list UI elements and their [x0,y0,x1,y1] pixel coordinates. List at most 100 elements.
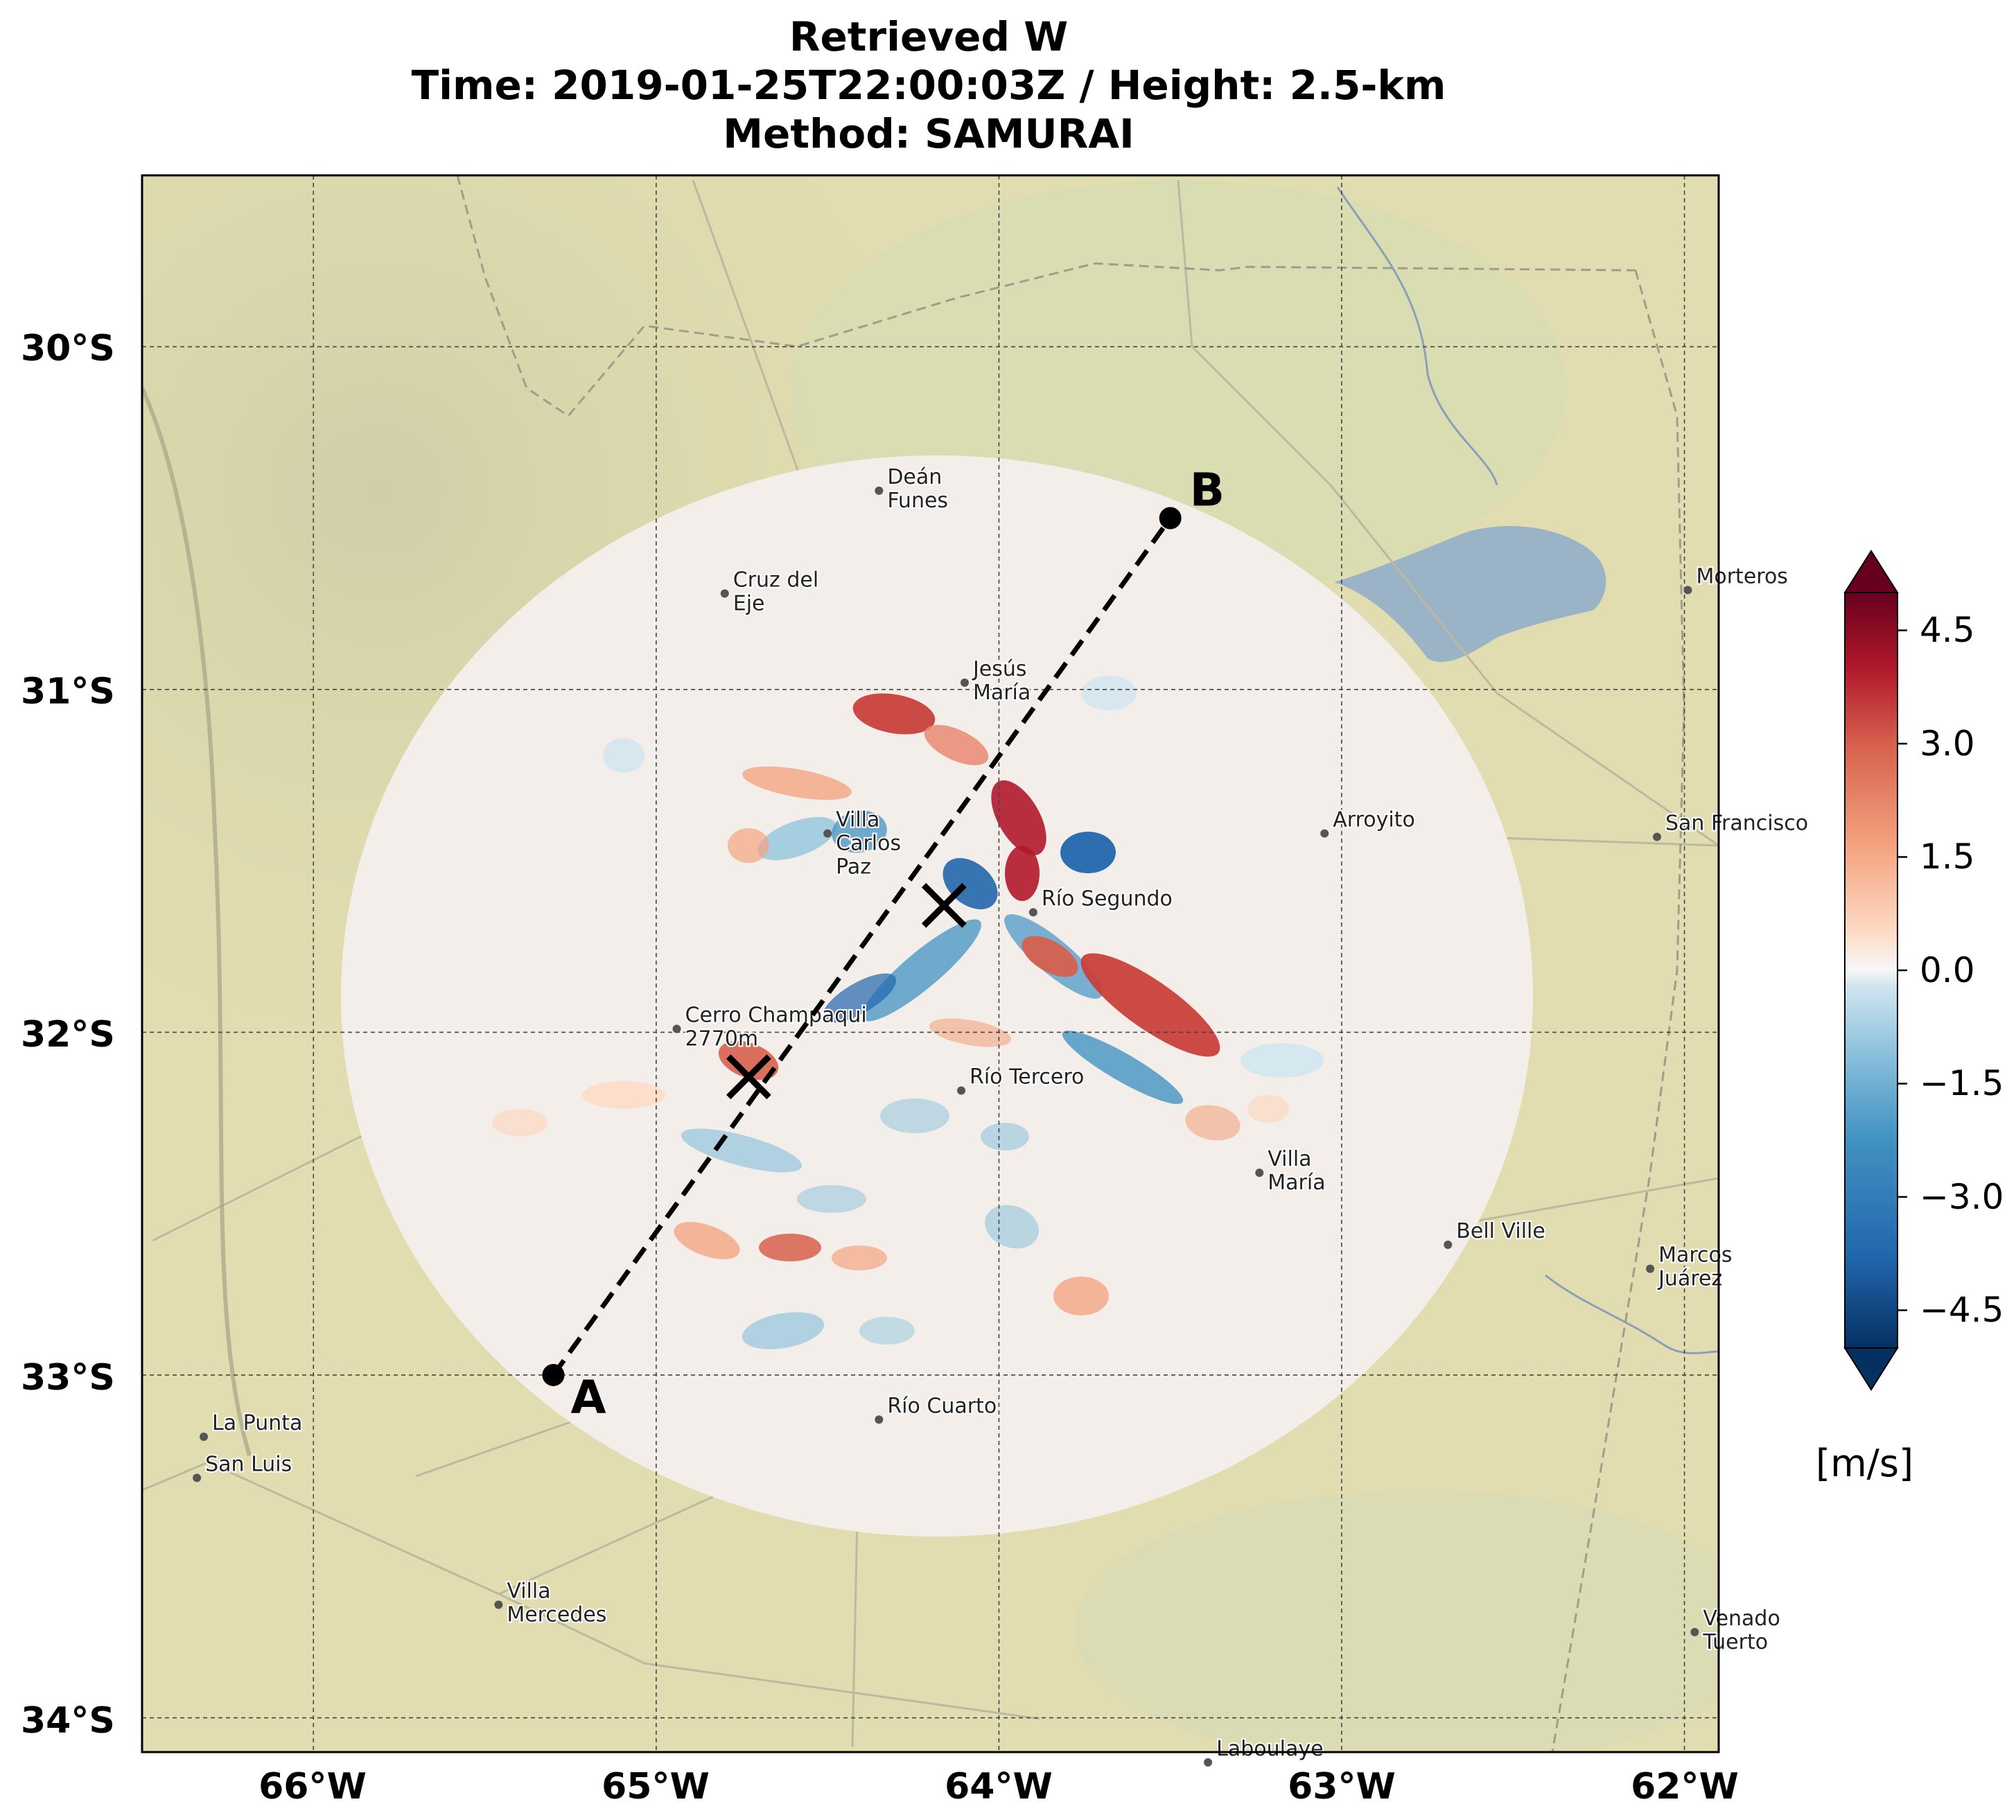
lat-label-33s: 33°S [21,1357,115,1399]
province-borders [456,175,1685,1752]
w-cell [759,1234,821,1261]
w-cell [582,1081,665,1109]
place-label: Deán Funes [875,464,949,514]
w-field [341,455,1533,1537]
w-cell [924,724,989,766]
w-cell [1022,936,1078,977]
place-name: San Luis [205,1452,292,1476]
place-dot [1028,908,1037,917]
transect-start-label: A [570,1371,606,1424]
gridlines [142,175,1719,1752]
w-cell [757,816,837,861]
place-label: Villa Carlos Paz [823,807,902,881]
place-dot [875,1415,884,1424]
place-label: Arroyito [1320,807,1417,838]
lat-label-34s: 34°S [21,1700,115,1742]
colorbar-label-neg-4-5: −4.5 [1920,1290,2004,1330]
mar-chiquita-lake [1334,525,1606,663]
place-label: La Punta [200,1410,304,1441]
place-name: Río Segundo [1042,886,1173,911]
place-name: Laboulaye [1216,1737,1323,1761]
w-cell [852,693,936,735]
place-dot [720,589,729,598]
w-cell [859,1317,915,1345]
place-label: Laboulaye [1204,1735,1325,1767]
w-cell [981,1123,1029,1150]
place-dot [672,1024,681,1033]
w-cell [1005,846,1040,901]
place-dot [1646,1264,1655,1273]
title-line-3: Method: SAMURAI [723,110,1134,157]
place-label: Bell Ville [1444,1218,1547,1250]
w-field-domain [341,455,1533,1537]
place-name: Cruz del Eje [733,568,818,615]
colorbar-ticks [1897,629,1907,1311]
w-cell [681,1128,803,1173]
lon-label-65w: 65°W [602,1766,710,1808]
w-cell [603,738,645,773]
place-dot [957,1086,966,1095]
w-cell [832,1245,887,1270]
place-dot [193,1473,202,1482]
place-dot [960,678,969,687]
place-name: Arroyito [1333,808,1415,832]
place-name: Morteros [1696,564,1787,588]
place-name: San Francisco [1665,812,1808,836]
lon-label-63w: 63°W [1288,1766,1396,1808]
w-cell [742,1312,825,1349]
place-dot [1320,829,1329,838]
place-name: Venado Tuerto [1702,1607,1780,1654]
lon-label-62w: 62°W [1631,1766,1739,1808]
w-cell [822,973,897,1023]
title-line-1: Retrieved W [789,13,1069,60]
w-cell [742,766,852,800]
map-frame [141,174,1720,1753]
place-label: Jesús María [960,656,1032,706]
lat-label-31s: 31°S [21,671,115,712]
place-name: Cerro Champaqui 2770m [685,1003,867,1051]
lon-label-64w: 64°W [945,1766,1053,1808]
place-label: Cerro Champaqui 2770m [672,1001,868,1052]
place-dot [823,829,832,838]
place-name: Villa Mercedes [507,1579,606,1627]
place-name: La Punta [212,1411,302,1435]
w-cell [832,810,887,853]
place-label: Cruz del Eje [720,566,820,617]
place-dot [1683,586,1692,595]
transect-overlay: AB [542,464,1225,1424]
w-cell [728,828,769,863]
place-dot [1255,1169,1264,1178]
place-dot [875,487,884,495]
w-cell [1081,676,1137,710]
w-cell [674,1222,740,1259]
w-cell [1185,1105,1241,1141]
chart-title: Retrieved W Time: 2019-01-25T22:00:03Z /… [0,12,1857,158]
x-marker [921,883,967,928]
w-cell [1060,832,1116,873]
transect-line [551,516,1173,1377]
place-label: San Francisco [1652,810,1809,841]
place-dot [1652,832,1661,841]
place-name: Río Tercero [970,1065,1084,1089]
colorbar-extend-max [1843,550,1899,593]
place-name: Jesús María [972,657,1031,705]
transect-start-point [542,1363,565,1386]
colorbar-body [1844,592,1898,1349]
w-cell [1080,953,1220,1057]
place-label: San Luis [193,1451,293,1482]
place-dot [1204,1758,1213,1767]
w-cell [797,1185,866,1213]
place-label: Morteros [1683,563,1789,595]
colorbar-unit: [m/s] [1816,1442,1914,1485]
w-cell [862,919,981,1022]
w-cell [985,1205,1039,1249]
place-label: Venado Tuerto [1690,1605,1782,1656]
sierra-ridge [142,387,252,1456]
colorbar [1843,550,1907,1391]
place-label: Río Segundo [1028,885,1174,917]
lat-label-32s: 32°S [21,1014,115,1056]
w-cell [1247,1095,1289,1123]
green-region-south [1074,1490,1719,1752]
place-label: Marcos Juárez [1646,1242,1734,1293]
